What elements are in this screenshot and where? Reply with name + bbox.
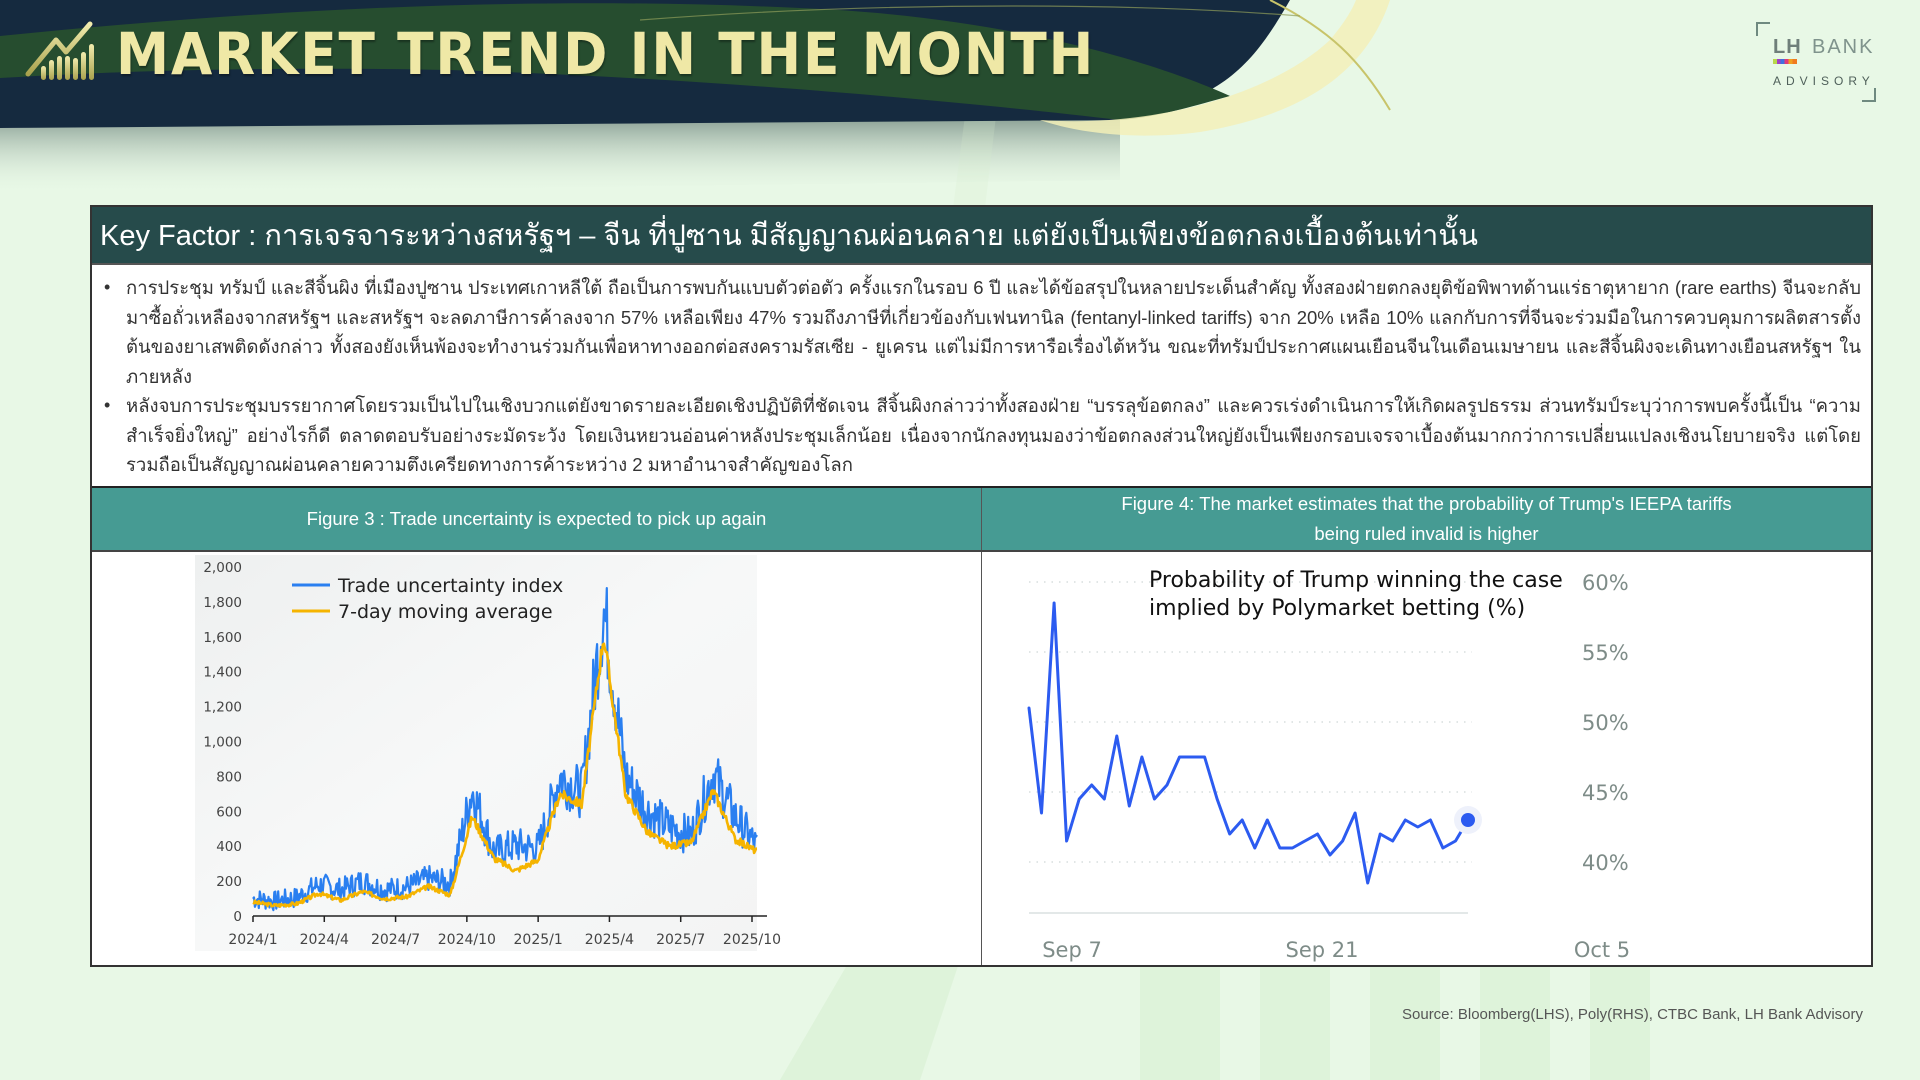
rising-chart-icon xyxy=(25,21,94,80)
x-tick-label: Sep 7 xyxy=(1042,938,1102,962)
y-tick-label: 600 xyxy=(216,804,242,820)
bullet-item: • หลังจบการประชุมบรรยากาศโดยรวมเป็นไปในเ… xyxy=(104,391,1861,480)
x-tick-label: 2025/4 xyxy=(585,932,634,948)
logo-brand-short: LH xyxy=(1773,36,1802,58)
x-tick-label: Sep 21 xyxy=(1286,938,1359,962)
source-note: Source: Bloomberg(LHS), Poly(RHS), CTBC … xyxy=(1402,1006,1863,1023)
y-tick-label: 0 xyxy=(233,909,242,925)
figure-4-title-line2: being ruled invalid is higher xyxy=(1314,523,1539,544)
chart-legend: Trade uncertainty index 7-day moving ave… xyxy=(292,575,563,623)
bullet-text: การประชุม ทรัมป์ และสีจิ้นผิง ที่เมืองปู… xyxy=(126,277,1861,387)
key-factor-panel: Key Factor : การเจรจาระหว่างสหรัฐฯ – จีน… xyxy=(90,205,1873,967)
y-tick-label: 1,000 xyxy=(203,735,242,751)
y-tick-label: 1,400 xyxy=(203,665,242,681)
x-tick-label: 2024/7 xyxy=(371,932,420,948)
x-tick-label: 2025/7 xyxy=(656,932,705,948)
y-tick-label: 40% xyxy=(1582,851,1629,875)
y-tick-label: 55% xyxy=(1582,641,1629,665)
y-tick-label: 1,600 xyxy=(203,630,242,646)
y-tick-label: 45% xyxy=(1582,781,1629,805)
x-tick-label: Oct 5 xyxy=(1574,938,1630,962)
y-tick-label: 60% xyxy=(1582,571,1629,595)
x-tick-label: 2024/1 xyxy=(228,932,277,948)
bullet-text: หลังจบการประชุมบรรยากาศโดยรวมเป็นไปในเชิ… xyxy=(126,395,1861,475)
legend-entry: 7-day moving average xyxy=(338,601,553,623)
figure-4-cell: 40% 45% 50% 55% 60% Sep 7 Sep 21 Oct 5 Probabi… xyxy=(982,552,1873,965)
logo-brand-word: BANK xyxy=(1812,36,1875,58)
figure-3-title: Figure 3 : Trade uncertainty is expected… xyxy=(92,488,982,550)
logo-tagline: ADVISORY xyxy=(1773,74,1875,88)
x-tick-label: 2024/4 xyxy=(300,932,349,948)
figure-header-row: Figure 3 : Trade uncertainty is expected… xyxy=(92,486,1871,552)
logo-corner-bracket xyxy=(1862,88,1876,102)
y-tick-label: 400 xyxy=(216,839,242,855)
latest-point-marker[interactable] xyxy=(1461,813,1475,827)
x-axis-ticks: 2024/1 2024/4 2024/7 2024/10 2025/1 2025/4 202… xyxy=(228,916,781,948)
y-tick-label: 2,000 xyxy=(203,560,242,576)
bullet-icon: • xyxy=(104,395,111,415)
bullet-icon: • xyxy=(104,277,111,297)
moving-average-line xyxy=(252,642,758,908)
y-tick-label: 800 xyxy=(216,769,242,785)
key-factor-title: Key Factor : การเจรจาระหว่างสหรัฐฯ – จีน… xyxy=(92,207,1871,265)
chart-annotation: implied by Polymarket betting (%) xyxy=(1149,596,1525,621)
y-tick-label: 1,200 xyxy=(203,700,242,716)
logo-corner-bracket xyxy=(1756,22,1770,36)
y-gridlines: 40% 45% 50% 55% 60% xyxy=(1029,571,1629,875)
legend-entry: Trade uncertainty index xyxy=(337,575,563,597)
probability-line xyxy=(1027,601,1470,885)
y-tick-label: 200 xyxy=(216,874,242,890)
page-title: MARKET TREND IN THE MONTH xyxy=(116,20,1096,88)
x-axis-ticks: Sep 7 Sep 21 Oct 5 xyxy=(1042,938,1630,962)
figure-4-title-line1: Figure 4: The market estimates that the … xyxy=(1121,493,1732,514)
key-factor-bullets: • การประชุม ทรัมป์ และสีจิ้นผิง ที่เมือง… xyxy=(92,265,1871,486)
x-tick-label: 2024/10 xyxy=(438,932,496,948)
y-tick-label: 50% xyxy=(1582,711,1629,735)
polymarket-probability-chart: 40% 45% 50% 55% 60% Sep 7 Sep 21 Oct 5 Probabi… xyxy=(1027,568,1630,962)
y-tick-label: 1,800 xyxy=(203,595,242,611)
figure-3-cell: 0 200 400 600 800 1,000 1,200 1,400 1,600 1,800 2,… xyxy=(92,552,982,965)
logo-color-bar xyxy=(1773,59,1797,64)
chart-annotation: Probability of Trump winning the case xyxy=(1149,568,1563,593)
bullet-item: • การประชุม ทรัมป์ และสีจิ้นผิง ที่เมือง… xyxy=(104,273,1861,391)
y-axis-ticks: 0 200 400 600 800 1,000 1,200 1,400 1,600 1,800 2,… xyxy=(203,560,242,925)
figure-4-title: Figure 4: The market estimates that the … xyxy=(982,488,1871,550)
x-tick-label: 2025/1 xyxy=(514,932,563,948)
chart-row: 0 200 400 600 800 1,000 1,200 1,400 1,600 1,800 2,… xyxy=(92,552,1871,965)
x-tick-label: 2025/10 xyxy=(723,932,781,948)
trade-uncertainty-chart: 0 200 400 600 800 1,000 1,200 1,400 1,600 1,800 2,… xyxy=(195,555,781,951)
lh-bank-advisory-logo: LH BANK ADVISORY xyxy=(1756,22,1876,102)
